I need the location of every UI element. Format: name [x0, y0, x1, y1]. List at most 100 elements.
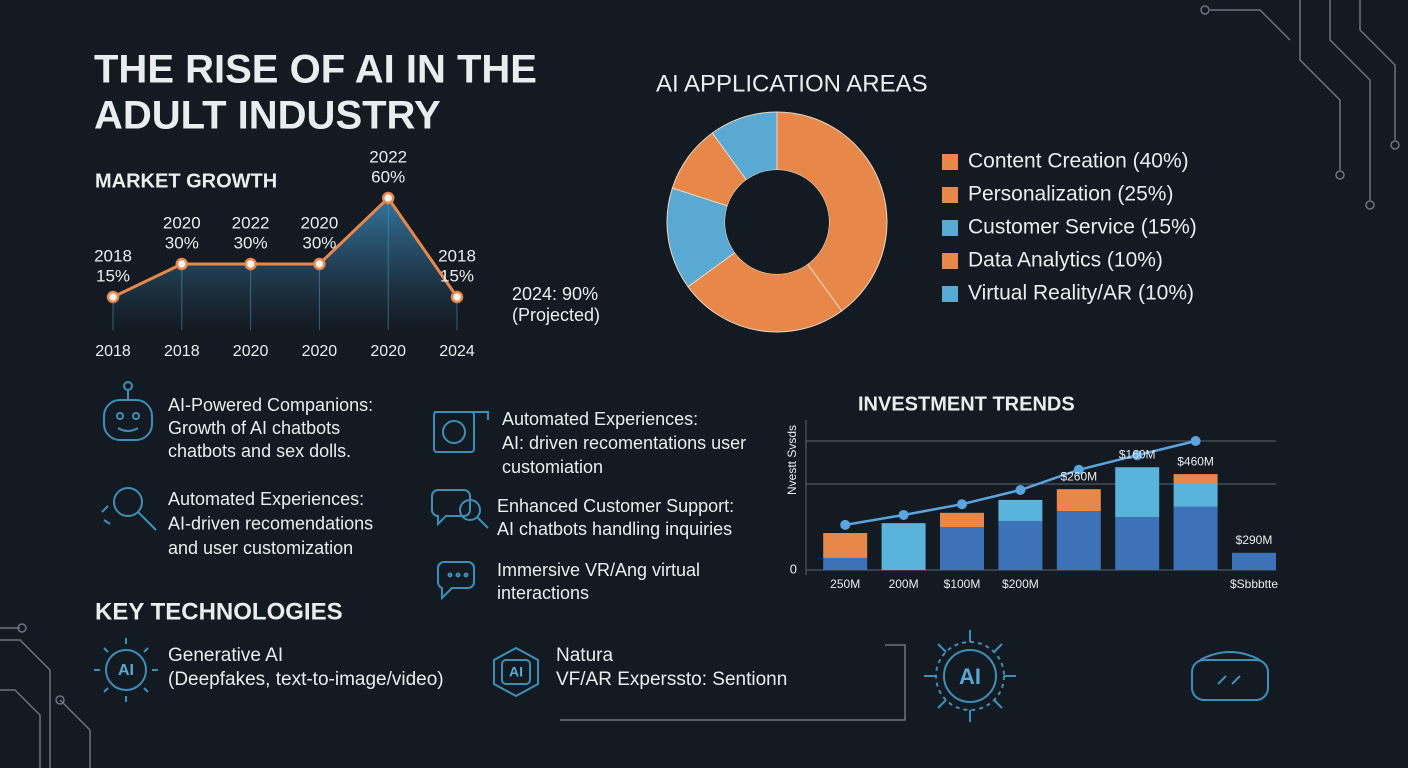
- legend-swatch: [942, 253, 958, 269]
- feature-text: Growth of AI chatbots: [168, 418, 340, 438]
- technology-text: VF/AR Experssto: Sentionn: [556, 669, 787, 690]
- x-tick-label: 200M: [889, 577, 919, 591]
- x-tick-label: 2020: [370, 343, 406, 360]
- bar-segment: [940, 527, 984, 570]
- point-year: 2018: [438, 246, 476, 265]
- bar-segment: [1173, 506, 1218, 570]
- legend-label: Customer Service (15%): [968, 216, 1197, 239]
- value-label: 15%: [440, 266, 474, 285]
- x-tick-label: 2024: [439, 343, 475, 360]
- feature-text: and user customization: [168, 538, 353, 558]
- trend-point: [957, 499, 967, 510]
- bar-label: $260M: [1060, 469, 1097, 483]
- bar-segment: [1056, 489, 1101, 512]
- feature-text: chatbots and sex dolls.: [168, 441, 351, 461]
- section-title: KEY TECHNOLOGIES: [95, 598, 343, 625]
- svg-text:AI: AI: [118, 662, 134, 679]
- legend-swatch: [942, 286, 958, 302]
- value-label: 60%: [371, 167, 405, 186]
- bar-label: $290M: [1236, 533, 1273, 547]
- value-label: 30%: [165, 233, 199, 252]
- line: [112, 195, 459, 299]
- point-year: 2022: [369, 147, 407, 166]
- feature-text: Automated Experiences:: [168, 489, 364, 509]
- point: [450, 290, 464, 304]
- icon-robot: [103, 381, 153, 441]
- circuit-bottom-left: [0, 623, 91, 768]
- bar-label: $160M: [1119, 447, 1156, 461]
- page-title: ADULT INDUSTRY: [94, 94, 441, 138]
- x-tick-label: $Sbbbtte: [1230, 577, 1278, 591]
- point: [313, 257, 326, 271]
- feature-text: AI chatbots handling inquiries: [497, 519, 732, 539]
- point: [175, 257, 189, 271]
- bar-segment: [823, 557, 868, 570]
- point-year: 2020: [300, 213, 338, 232]
- legend-swatch: [942, 187, 958, 203]
- trend-point: [1015, 485, 1026, 496]
- trend-point: [840, 519, 851, 530]
- technology-text: Generative AI: [168, 645, 283, 666]
- bar-segment: [998, 499, 1043, 521]
- x-tick-label: 2018: [95, 343, 131, 360]
- page-title: THE RISE OF AI IN THE: [94, 48, 537, 92]
- bar-segment: [998, 520, 1043, 570]
- bar-segment: [823, 533, 868, 558]
- point-year: 2018: [94, 246, 132, 265]
- icon-chat: [437, 561, 475, 601]
- point: [244, 257, 257, 271]
- chart-title: AI APPLICATION AREAS: [656, 70, 928, 97]
- icon-film: [433, 411, 489, 453]
- feature-text: interactions: [497, 583, 589, 603]
- svg-text:AI: AI: [959, 664, 981, 689]
- value-label: 30%: [234, 233, 268, 252]
- feature-text: Immersive VR/Ang virtual: [497, 560, 700, 580]
- legend-label: Virtual Reality/AR (10%): [968, 282, 1194, 305]
- legend-label: Content Creation (40%): [968, 150, 1189, 173]
- x-tick-label: $200M: [1002, 577, 1039, 591]
- feature-text: AI-Powered Companions:: [168, 395, 373, 415]
- feature-text: Enhanced Customer Support:: [497, 496, 734, 516]
- annotation: (Projected): [512, 305, 600, 325]
- connector-line: [560, 644, 906, 721]
- icon-search: [101, 487, 157, 531]
- legend-label: Personalization (25%): [968, 183, 1173, 206]
- chart-title: MARKET GROWTH: [95, 170, 277, 192]
- technology-text: (Deepfakes, text-to-image/video): [168, 669, 444, 690]
- bar-segment: [1173, 484, 1218, 507]
- donut-hole: [725, 170, 829, 274]
- value-label: 15%: [96, 266, 130, 285]
- value-label: 30%: [302, 233, 336, 252]
- technology-text: Natura: [556, 645, 613, 666]
- trend-point: [898, 509, 909, 520]
- legend-swatch: [942, 154, 958, 170]
- legend-swatch: [942, 220, 958, 236]
- y-tick-label: 0: [790, 561, 797, 576]
- icon-ai-chip: AI: [924, 630, 1016, 722]
- trend-point: [1190, 436, 1201, 446]
- chart-title: INVESTMENT TRENDS: [858, 393, 1075, 415]
- point: [381, 191, 395, 205]
- bar-segment: [881, 523, 926, 570]
- y-axis-label: Nvestt Svsds: [785, 425, 799, 495]
- bar-segment: [1115, 517, 1160, 570]
- point-year: 2022: [232, 213, 270, 232]
- x-tick-label: 250M: [830, 577, 860, 591]
- feature-text: Automated Experiences:: [502, 409, 698, 429]
- svg-text:AI: AI: [509, 664, 523, 680]
- trend-point: [1132, 450, 1143, 461]
- icon-vr-headset: [1191, 651, 1269, 701]
- point-year: 2020: [163, 213, 201, 232]
- x-tick-label: $100M: [944, 577, 981, 591]
- feature-text: AI: driven recomentations user: [502, 433, 746, 453]
- point: [106, 290, 120, 304]
- icon-ai-shield: AI: [493, 646, 539, 698]
- feature-text: AI-driven recomendations: [168, 513, 373, 533]
- circuit-top-right: [1200, 0, 1400, 210]
- trend-point: [1073, 464, 1084, 475]
- bar-label: $460M: [1177, 454, 1214, 468]
- donut-slice: [776, 111, 888, 312]
